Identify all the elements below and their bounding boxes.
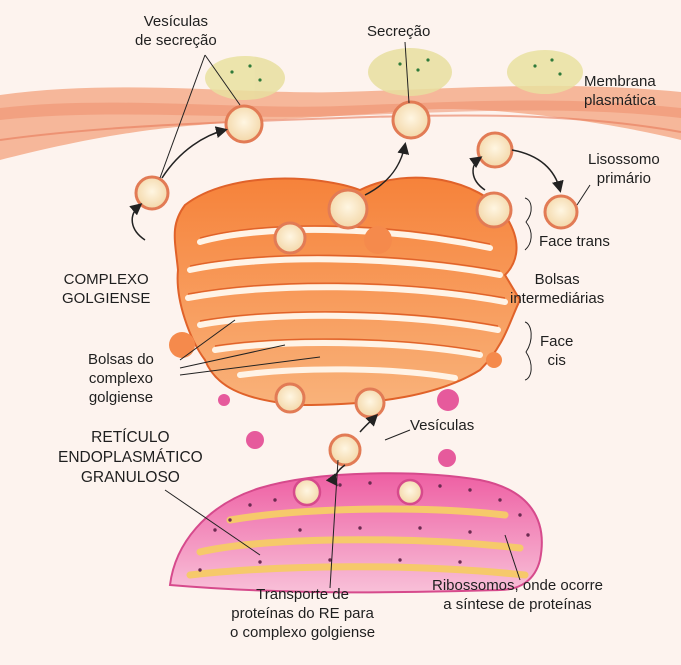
label-face-trans: Face trans: [539, 233, 610, 250]
rough-er: [168, 472, 543, 594]
label-transporte: Transporte de proteínas do RE para o com…: [230, 586, 376, 641]
flow-arrows: [129, 126, 564, 487]
label-vesiculas: Vesículas: [410, 417, 475, 434]
label-vesiculas-secrecao: Vesículas de secreção: [135, 13, 217, 49]
ribosome-dots: [198, 481, 530, 572]
golgi-buds: [169, 226, 502, 467]
label-membrana: Membrana plasmática: [584, 73, 656, 109]
label-face-cis: Face cis: [540, 333, 574, 369]
label-bolsas-complexo: Bolsas do complexo golgiense: [88, 351, 154, 406]
leader-lines: [159, 41, 591, 589]
label-complexo-golgiense: COMPLEXO GOLGIENSE: [62, 271, 151, 307]
label-secrecao: Secreção: [367, 23, 431, 40]
secretion-puffs: [205, 48, 583, 100]
label-reticulo: RETÍCULO ENDOPLASMÁTICO GRANULOSO: [58, 429, 203, 486]
secretion-dots: [230, 58, 562, 82]
membrane-vesicles: [224, 100, 431, 144]
label-lisossomo: Lisossomo primário: [588, 151, 660, 187]
plasma-membrane: [0, 85, 681, 160]
vesicles: [134, 131, 579, 467]
label-bolsas-intermediarias: Bolsas intermediárias: [510, 271, 605, 307]
label-ribossomos: Ribossomos, onde ocorre a síntese de pro…: [432, 577, 603, 613]
golgi-complex: [173, 176, 522, 407]
